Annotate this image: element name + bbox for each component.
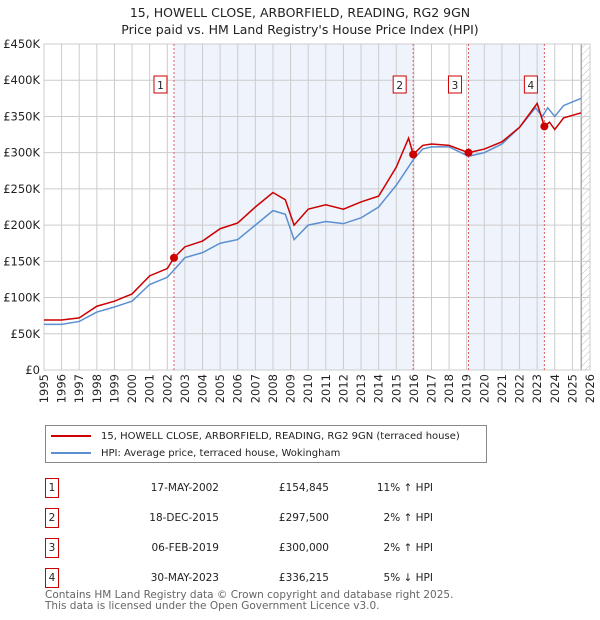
legend-swatch-blue (51, 452, 91, 454)
y-tick-label: £250K (3, 182, 40, 196)
sale-marker-label: 3 (452, 80, 459, 92)
sale-number: 2 (45, 508, 59, 528)
x-tick-label: 2013 (354, 374, 368, 403)
sale-marker-label: 4 (528, 80, 535, 92)
y-tick-label: £100K (3, 291, 40, 305)
x-tick-label: 1998 (90, 374, 104, 403)
sale-hpi-diff: 11% ↑ HPI (376, 482, 433, 494)
x-tick-label: 2017 (424, 374, 438, 403)
x-tick-label: 2009 (284, 374, 298, 403)
x-tick-label: 2008 (266, 374, 280, 403)
sale-date: 30-MAY-2023 (150, 572, 219, 584)
table-row: 3 06-FEB-2019 £300,000 2% ↑ HPI (45, 533, 433, 563)
shaded-range (173, 44, 414, 370)
sale-number: 1 (45, 478, 59, 498)
x-tick-label: 2020 (477, 374, 491, 403)
x-tick-label: 2018 (442, 374, 456, 403)
y-tick-label: £400K (3, 73, 40, 87)
x-tick-label: 2012 (336, 374, 350, 403)
subtitle-line: Price paid vs. HM Land Registry's House … (121, 22, 479, 37)
sale-number: 4 (45, 568, 59, 588)
y-tick-label: £300K (3, 146, 40, 160)
x-tick-label: 2004 (196, 374, 210, 403)
chart-title: 15, HOWELL CLOSE, ARBORFIELD, READING, R… (0, 4, 600, 38)
table-row: 2 18-DEC-2015 £297,500 2% ↑ HPI (45, 503, 433, 533)
x-tick-label: 2010 (301, 374, 315, 403)
sale-hpi-diff: 2% ↑ HPI (383, 512, 433, 524)
sale-point (540, 122, 549, 131)
x-tick-label: 2000 (125, 374, 139, 403)
plot-frame (43, 43, 591, 371)
table-row: 4 30-MAY-2023 £336,215 5% ↓ HPI (45, 563, 433, 593)
x-tick-label: 2002 (160, 374, 174, 403)
footer: Contains HM Land Registry data © Crown c… (45, 590, 453, 611)
x-tick-label: 2003 (178, 374, 192, 403)
legend: 15, HOWELL CLOSE, ARBORFIELD, READING, R… (45, 425, 487, 463)
sale-price: £154,845 (278, 482, 329, 494)
sale-price: £336,215 (278, 572, 329, 584)
x-tick-label: 2011 (319, 374, 333, 403)
sale-point (169, 253, 178, 262)
x-tick-label: 2021 (495, 374, 509, 403)
sales-table: 1 17-MAY-2002 £154,845 11% ↑ HPI 2 18-DEC-201… (45, 473, 433, 593)
x-tick-label: 1995 (37, 374, 51, 403)
sale-marker-box (523, 75, 538, 94)
sale-marker-box (392, 75, 407, 94)
legend-label: 15, HOWELL CLOSE, ARBORFIELD, READING, R… (101, 430, 460, 442)
sale-date: 06-FEB-2019 (151, 542, 219, 554)
footer-line: Contains HM Land Registry data © Crown c… (45, 589, 454, 601)
x-tick-label: 2015 (389, 374, 403, 403)
x-tick-label: 2001 (143, 374, 157, 403)
sale-marker-box (447, 75, 462, 94)
sale-price: £300,000 (278, 542, 329, 554)
x-tick-label: 2014 (372, 374, 386, 403)
y-tick-label: £450K (3, 37, 40, 51)
sale-point (464, 148, 473, 157)
x-tick-label: 1997 (72, 374, 86, 403)
series-line (44, 101, 582, 321)
x-tick-label: 2016 (407, 374, 421, 403)
sale-marker-label: 1 (157, 80, 164, 92)
x-tick-label: 1999 (107, 374, 121, 403)
sale-marker-box (153, 75, 168, 94)
y-tick-label: £50K (11, 327, 41, 341)
table-row: 1 17-MAY-2002 £154,845 11% ↑ HPI (45, 473, 433, 503)
y-tick-label: £200K (3, 218, 40, 232)
price-chart: £0 £50K £100K £150K £200K £250K £300K £350K £400… (3, 37, 597, 403)
sale-hpi-diff: 5% ↓ HPI (383, 572, 433, 584)
x-tick-label: 2019 (460, 374, 474, 403)
shaded-range (468, 44, 545, 370)
sale-marker-label: 2 (396, 80, 403, 92)
forecast-hatch (581, 44, 590, 370)
sale-price: £297,500 (278, 512, 329, 524)
x-tick-label: 2023 (530, 374, 544, 403)
sale-hpi-diff: 2% ↑ HPI (383, 542, 433, 554)
title-line: 15, HOWELL CLOSE, ARBORFIELD, READING, R… (129, 5, 471, 20)
legend-swatch-red (51, 435, 91, 437)
x-tick-label: 1996 (55, 374, 69, 403)
legend-item-hpi: HPI: Average price, terraced house, Woki… (51, 445, 340, 461)
x-tick-label: 2025 (565, 374, 579, 403)
sale-date: 17-MAY-2002 (150, 482, 219, 494)
legend-label: HPI: Average price, terraced house, Woki… (101, 447, 341, 459)
legend-item-property: 15, HOWELL CLOSE, ARBORFIELD, READING, R… (51, 428, 460, 444)
x-tick-label: 2007 (248, 374, 262, 403)
y-tick-label: £150K (3, 254, 40, 268)
sale-date: 18-DEC-2015 (149, 512, 219, 524)
sale-point (409, 150, 418, 159)
x-tick-label: 2026 (583, 374, 597, 403)
sale-number: 3 (45, 538, 59, 558)
x-tick-label: 2024 (548, 374, 562, 403)
x-tick-label: 2006 (231, 374, 245, 403)
y-tick-label: £350K (3, 109, 40, 123)
y-tick-label: £0 (25, 363, 40, 377)
x-tick-label: 2005 (213, 374, 227, 403)
footer-line: This data is licensed under the Open Gov… (45, 599, 380, 612)
x-tick-label: 2022 (513, 374, 527, 403)
